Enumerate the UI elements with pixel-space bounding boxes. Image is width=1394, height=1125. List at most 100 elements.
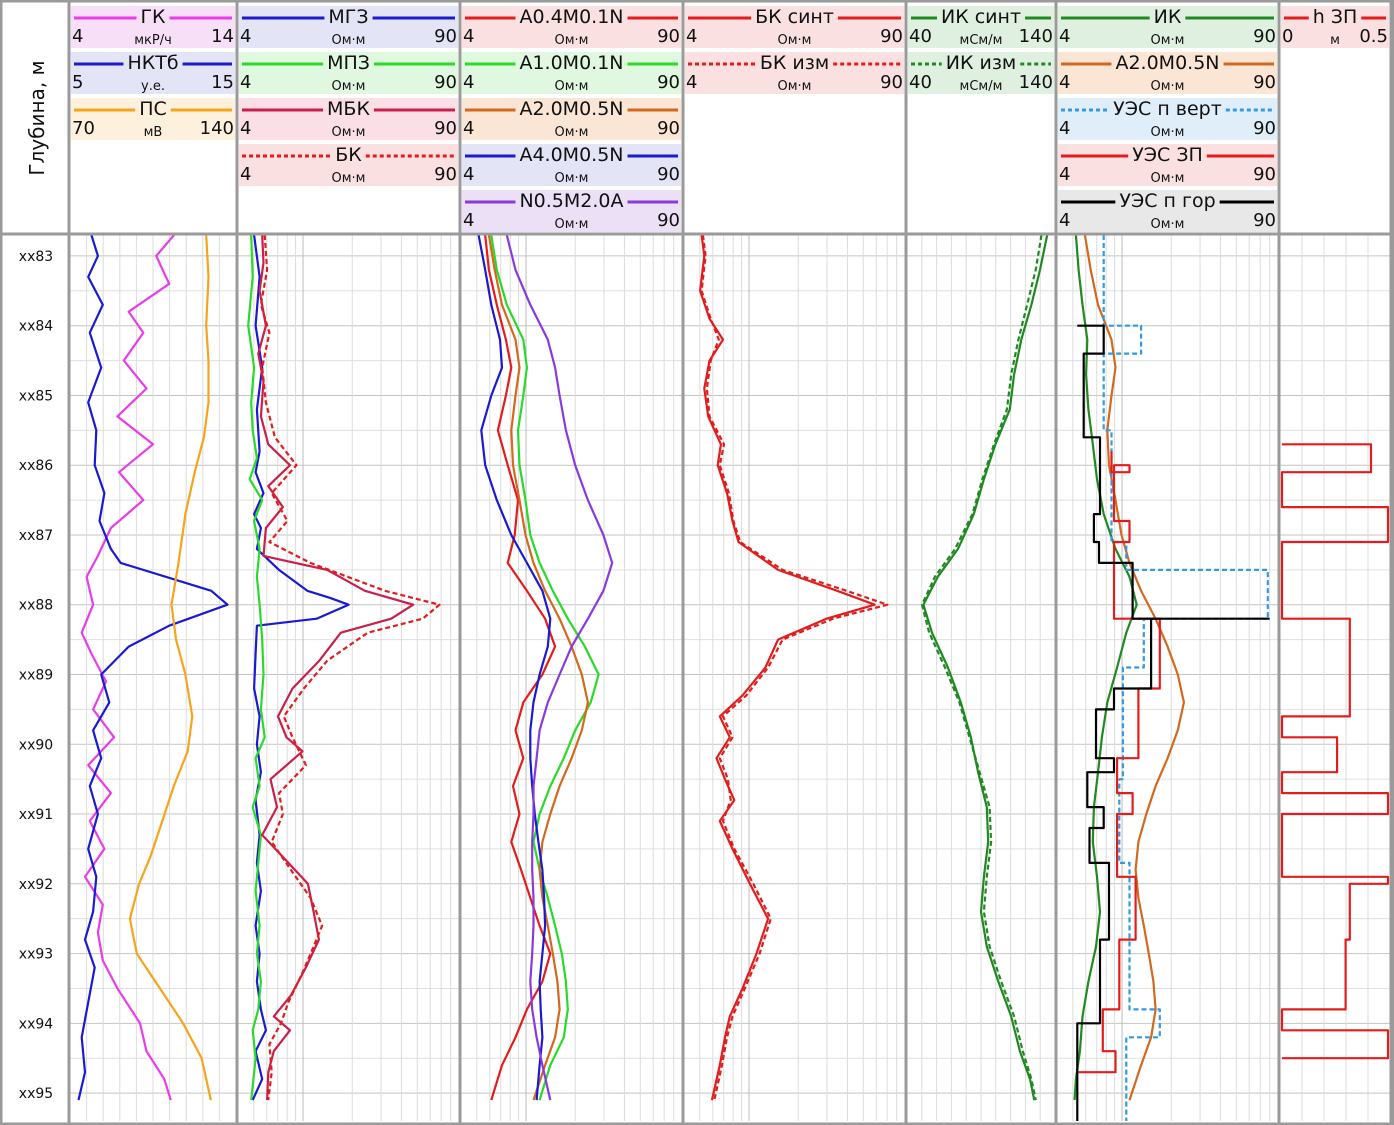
curve-max: 140 — [1019, 26, 1053, 47]
curve-name: УЭС п гор — [1119, 190, 1215, 212]
curve-unit: Ом·м — [1151, 171, 1185, 186]
curve-line — [77, 234, 229, 1101]
curve-unit: Ом·м — [555, 79, 589, 94]
depth-tick-label: xx89 — [19, 668, 53, 684]
curve-min: 4 — [1059, 118, 1070, 139]
curve-unit: Ом·м — [778, 33, 812, 48]
curve-line — [477, 234, 552, 1101]
curve-header: ИК синт 40 140 мСм/м — [908, 6, 1054, 48]
curve-header-bg — [1058, 6, 1277, 48]
curve-header: ИК 4 90 Ом·м — [1058, 6, 1277, 48]
curve-unit: Ом·м — [332, 171, 366, 186]
curve-header: БК 4 90 Ом·м — [239, 144, 458, 186]
curve-name: УЭС п верт — [1113, 98, 1222, 120]
curve-max: 90 — [657, 164, 680, 185]
curve-unit: Ом·м — [1151, 33, 1185, 48]
curve-line — [484, 234, 557, 1101]
depth-tick-label: xx84 — [19, 319, 53, 335]
curve-header-bg — [685, 52, 904, 94]
depth-tick-label: xx86 — [19, 458, 53, 474]
curve-line — [1076, 324, 1270, 1121]
curve-line — [259, 234, 441, 1101]
curve-name: МПЗ — [327, 52, 370, 74]
curve-header-bg — [239, 98, 458, 140]
curve-unit: м — [1330, 33, 1340, 48]
curve-unit: у.е. — [141, 79, 165, 94]
curve-header: A0.4M0.1N 4 90 Ом·м — [462, 6, 681, 48]
curve-header: ГК 4 14 мкР/ч — [71, 6, 235, 48]
curve-min: 5 — [72, 72, 83, 93]
curve-name: h ЗП — [1313, 6, 1358, 28]
curve-name: N0.5M2.0A — [519, 190, 623, 212]
curve-header-bg — [685, 6, 904, 48]
curve-header: ИК изм 40 140 мСм/м — [908, 52, 1054, 94]
curve-min: 4 — [686, 26, 697, 47]
curve-min: 4 — [1059, 164, 1070, 185]
curve-min: 4 — [240, 72, 251, 93]
depth-tick-label: xx93 — [19, 947, 53, 963]
curve-header: A4.0M0.5N 4 90 Ом·м — [462, 144, 681, 186]
curve-unit: Ом·м — [555, 171, 589, 186]
curve-min: 4 — [463, 164, 474, 185]
curve-header-bg — [1058, 98, 1277, 140]
curve-unit: Ом·м — [555, 33, 589, 48]
depth-tick-label: xx85 — [19, 388, 53, 404]
curve-name: A2.0M0.5N — [519, 98, 623, 120]
curve-header: МПЗ 4 90 Ом·м — [239, 52, 458, 94]
curve-header: A1.0M0.1N 4 90 Ом·м — [462, 52, 681, 94]
curve-line — [1280, 443, 1390, 1060]
curve-line — [247, 234, 266, 1101]
curve-max: 90 — [1253, 210, 1276, 231]
curve-header-bg — [71, 6, 235, 48]
curve-unit: Ом·м — [332, 125, 366, 140]
curve-line — [505, 234, 614, 1101]
depth-tick-label: xx83 — [19, 249, 53, 265]
curve-line — [490, 234, 600, 1101]
curve-max: 90 — [434, 72, 457, 93]
curves — [77, 234, 1390, 1121]
curve-max: 0.5 — [1359, 26, 1388, 47]
curve-max: 90 — [880, 26, 903, 47]
curve-header: МБК 4 90 Ом·м — [239, 98, 458, 140]
curve-header-bg — [1281, 6, 1389, 48]
curve-header-bg — [908, 52, 1054, 94]
curve-unit: Ом·м — [555, 125, 589, 140]
curve-header: НКТб 5 15 у.е. — [71, 52, 235, 94]
curve-min: 40 — [909, 26, 932, 47]
curve-name: ИК изм — [946, 52, 1017, 74]
curve-min: 0 — [1282, 26, 1293, 47]
depth-tick-label: xx94 — [19, 1016, 53, 1032]
curve-min: 4 — [463, 72, 474, 93]
curve-header: УЭС ЗП 4 90 Ом·м — [1058, 144, 1277, 186]
curve-max: 90 — [657, 26, 680, 47]
curve-max: 140 — [1019, 72, 1053, 93]
curve-name: БК синт — [755, 6, 834, 28]
curve-min: 4 — [463, 26, 474, 47]
curve-line — [700, 234, 889, 1101]
curve-name: НКТб — [127, 52, 178, 74]
curve-unit: мВ — [144, 125, 163, 140]
curve-max: 90 — [657, 72, 680, 93]
curve-header-bg — [71, 52, 235, 94]
curve-header: БК изм 4 90 Ом·м — [685, 52, 904, 94]
curve-name: ИК синт — [941, 6, 1021, 28]
curve-line — [1073, 234, 1138, 1101]
curve-unit: Ом·м — [1151, 217, 1185, 232]
curve-header: ПС 70 140 мВ — [71, 98, 235, 140]
curve-header: h ЗП 0 0.5 м — [1281, 6, 1389, 48]
curve-header-bg — [239, 6, 458, 48]
curve-header: МГЗ 4 90 Ом·м — [239, 6, 458, 48]
curve-line — [922, 234, 1049, 1101]
curve-header: БК синт 4 90 Ом·м — [685, 6, 904, 48]
curve-unit: Ом·м — [778, 79, 812, 94]
curve-name: A2.0M0.5N — [1115, 52, 1219, 74]
curve-max: 90 — [1253, 26, 1276, 47]
curve-name: УЭС ЗП — [1132, 144, 1203, 166]
depth-tick-label: xx87 — [19, 528, 53, 544]
curve-max: 90 — [1253, 164, 1276, 185]
curve-header-bg — [462, 6, 681, 48]
depth-tick-label: xx90 — [19, 737, 53, 753]
curve-unit: Ом·м — [555, 217, 589, 232]
